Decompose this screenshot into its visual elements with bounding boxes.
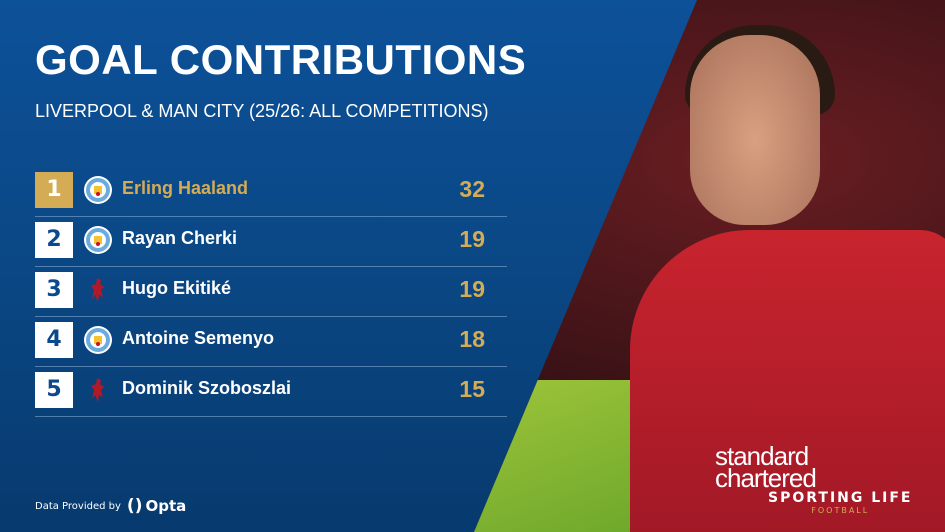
goal-contributions-value: 19 (459, 276, 485, 302)
goal-contributions-value: 19 (459, 226, 485, 252)
brand-name: SPORTING LIFE (768, 490, 913, 506)
table-row: 4 Antoine Semenyo 18 (35, 317, 507, 367)
rank-box: 3 (35, 272, 73, 308)
goal-contributions-value: 32 (459, 176, 485, 202)
opta-label: Opta (145, 497, 187, 515)
rank-box: 1 (35, 172, 73, 208)
opta-icon: () (126, 496, 143, 516)
sporting-life-logo: SPORTING LIFE FOOTBALL (768, 490, 913, 515)
data-provided-label: Data Provided by (35, 500, 121, 512)
rank-box: 4 (35, 322, 73, 358)
goal-contributions-value: 15 (459, 376, 485, 402)
page-subtitle: LIVERPOOL & MAN CITY (25/26: ALL COMPETI… (35, 101, 489, 121)
table-row: 5 Dominik Szoboszlai 15 (35, 367, 507, 417)
liverpool-crest-icon (83, 375, 113, 405)
brand-sub: FOOTBALL (811, 506, 870, 515)
player-shirt (630, 230, 945, 532)
shirt-sponsor: standard chartered (715, 441, 817, 493)
rank-box: 5 (35, 372, 73, 408)
player-name: Dominik Szoboszlai (122, 378, 292, 398)
player-head (690, 35, 820, 225)
table-row: 3 Hugo Ekitiké 19 (35, 267, 507, 317)
page-title: GOAL CONTRIBUTIONS (35, 36, 527, 83)
player-name: Hugo Ekitiké (122, 278, 232, 298)
table-row: 1 Erling Haaland 32 (35, 167, 507, 217)
liverpool-crest-icon (83, 275, 113, 305)
rank-box: 2 (35, 222, 73, 258)
man-city-crest-icon (83, 325, 113, 355)
player-name: Rayan Cherki (122, 228, 238, 248)
table-row: 2 Rayan Cherki 19 (35, 217, 507, 267)
player-name: Erling Haaland (122, 178, 249, 198)
man-city-crest-icon (83, 175, 113, 205)
data-credit: Data Provided by () Opta (35, 496, 186, 516)
player-name: Antoine Semenyo (122, 328, 275, 348)
opta-logo: () Opta (127, 496, 186, 516)
man-city-crest-icon (83, 225, 113, 255)
goal-contributions-value: 18 (459, 326, 485, 352)
